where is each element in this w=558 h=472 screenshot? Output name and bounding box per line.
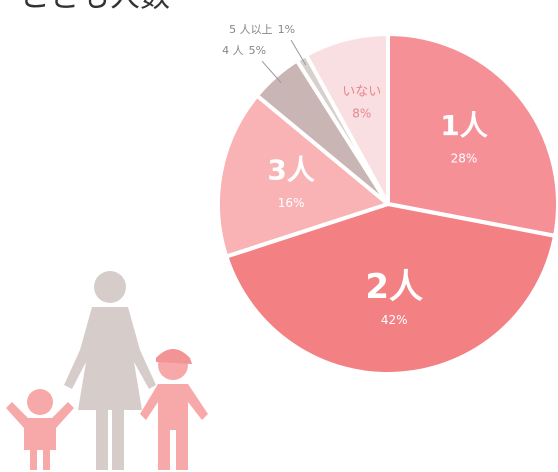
slice-label: いない	[342, 84, 381, 99]
slice-label: 3人	[267, 154, 314, 187]
slice-value: 28%	[451, 152, 478, 166]
slice-label: 1人	[440, 109, 487, 142]
outside-label: 5 人以上 1%	[229, 23, 295, 36]
slice-value: 16%	[278, 196, 305, 210]
family-illustration	[6, 271, 208, 470]
outside-label: 4 人 5%	[222, 44, 266, 57]
chart-title: こども人数	[20, 0, 170, 15]
label-value: 5%	[249, 44, 266, 57]
label-name: 4 人	[222, 44, 244, 57]
label-name: 5 人以上	[229, 23, 273, 36]
slice-value: 8%	[352, 106, 371, 120]
slice-value: 42%	[381, 313, 408, 327]
infographic: こども人数 1人 28% 2人 42% 3人 16% 4 人 5% 5 人以上 1% いない 8%	[0, 0, 558, 472]
slice-label: 2人	[365, 267, 423, 307]
label-value: 1%	[278, 23, 295, 36]
